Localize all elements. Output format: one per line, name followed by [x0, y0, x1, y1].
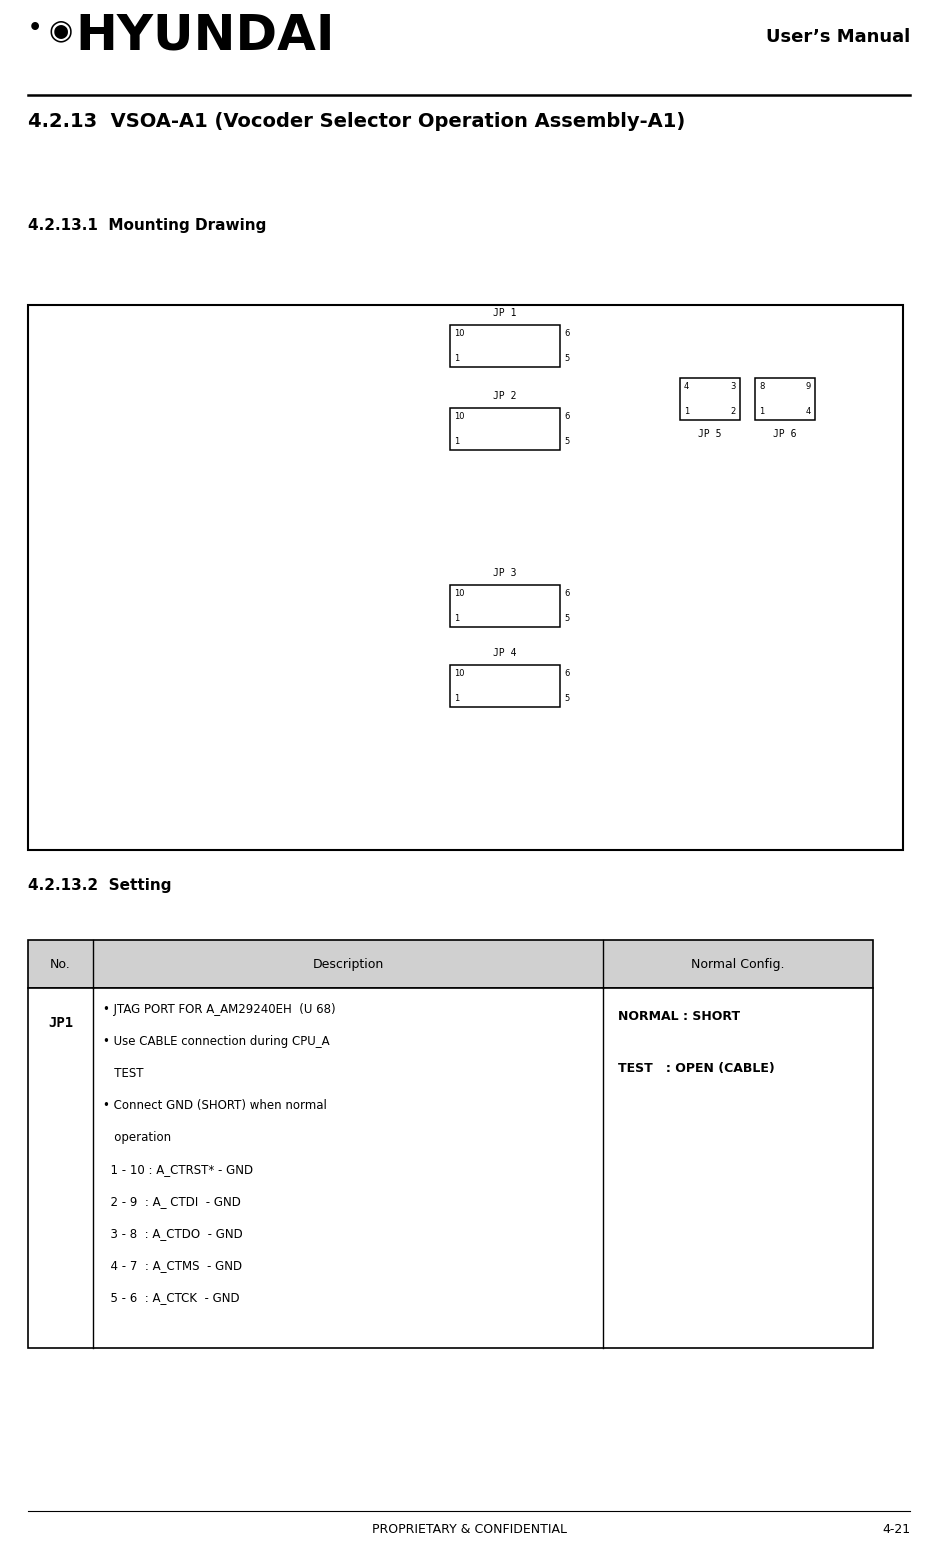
Text: User’s Manual: User’s Manual	[765, 28, 910, 47]
Text: JP 4: JP 4	[493, 648, 517, 658]
Bar	[28, 940, 873, 988]
Bar	[680, 377, 740, 419]
Text: 10: 10	[454, 412, 464, 421]
Text: No.: No.	[50, 958, 71, 971]
Text: JP 5: JP 5	[698, 429, 721, 439]
Text: 6: 6	[564, 589, 569, 598]
Text: JP 6: JP 6	[773, 429, 796, 439]
Text: 3 - 8  : A_CTDO  - GND: 3 - 8 : A_CTDO - GND	[103, 1227, 243, 1239]
Text: 5 - 6  : A_CTCK  - GND: 5 - 6 : A_CTCK - GND	[103, 1291, 239, 1305]
Text: Normal Config.: Normal Config.	[691, 958, 785, 971]
Text: JP 3: JP 3	[493, 568, 517, 578]
Text: 1: 1	[454, 694, 460, 704]
Bar	[755, 377, 815, 419]
Text: ◉: ◉	[48, 16, 72, 43]
Text: 4-21: 4-21	[882, 1523, 910, 1536]
Text: •: •	[28, 19, 42, 37]
Bar	[450, 665, 560, 707]
Bar	[450, 585, 560, 627]
Text: • JTAG PORT FOR A_AM29240EH  (U 68): • JTAG PORT FOR A_AM29240EH (U 68)	[103, 1003, 336, 1016]
Text: 1: 1	[759, 407, 764, 416]
Text: • Connect GND (SHORT) when normal: • Connect GND (SHORT) when normal	[103, 1100, 326, 1112]
Text: TEST: TEST	[103, 1067, 144, 1079]
Text: NORMAL : SHORT: NORMAL : SHORT	[618, 1009, 740, 1023]
Text: 5: 5	[564, 694, 569, 704]
Text: JP1: JP1	[48, 1016, 73, 1030]
Text: 4: 4	[684, 382, 689, 391]
Text: PROPRIETARY & CONFIDENTIAL: PROPRIETARY & CONFIDENTIAL	[371, 1523, 567, 1536]
Text: 5: 5	[564, 354, 569, 363]
Text: 6: 6	[564, 329, 569, 339]
Text: 1: 1	[454, 613, 460, 623]
Text: 10: 10	[454, 329, 464, 339]
Text: 8: 8	[759, 382, 764, 391]
Text: operation: operation	[103, 1131, 171, 1145]
Text: 1: 1	[684, 407, 689, 416]
Text: 9: 9	[806, 382, 811, 391]
Text: 3: 3	[731, 382, 736, 391]
Text: 5: 5	[564, 436, 569, 446]
Text: 4.2.13  VSOA-A1 (Vocoder Selector Operation Assembly-A1): 4.2.13 VSOA-A1 (Vocoder Selector Operati…	[28, 112, 686, 130]
Text: JP 1: JP 1	[493, 307, 517, 318]
Text: 6: 6	[564, 669, 569, 679]
Text: • Use CABLE connection during CPU_A: • Use CABLE connection during CPU_A	[103, 1034, 329, 1048]
Text: TEST   : OPEN (CABLE): TEST : OPEN (CABLE)	[618, 1062, 775, 1075]
Text: 1: 1	[454, 436, 460, 446]
Text: 4 - 7  : A_CTMS  - GND: 4 - 7 : A_CTMS - GND	[103, 1259, 242, 1272]
Text: 1 - 10 : A_CTRST* - GND: 1 - 10 : A_CTRST* - GND	[103, 1163, 253, 1176]
Text: 10: 10	[454, 669, 464, 679]
Text: 6: 6	[564, 412, 569, 421]
Bar	[28, 988, 873, 1348]
Text: 4: 4	[806, 407, 811, 416]
Bar	[450, 408, 560, 450]
Text: 4.2.13.1  Mounting Drawing: 4.2.13.1 Mounting Drawing	[28, 217, 266, 233]
Bar	[28, 304, 903, 849]
Text: 2 - 9  : A_ CTDI  - GND: 2 - 9 : A_ CTDI - GND	[103, 1194, 241, 1208]
Text: 2: 2	[731, 407, 736, 416]
Text: Description: Description	[312, 958, 384, 971]
Text: 5: 5	[564, 613, 569, 623]
Bar	[450, 325, 560, 367]
Text: 10: 10	[454, 589, 464, 598]
Text: 4.2.13.2  Setting: 4.2.13.2 Setting	[28, 877, 172, 893]
Text: 1: 1	[454, 354, 460, 363]
Text: JP 2: JP 2	[493, 391, 517, 401]
Text: HYUNDAI: HYUNDAI	[75, 12, 335, 61]
